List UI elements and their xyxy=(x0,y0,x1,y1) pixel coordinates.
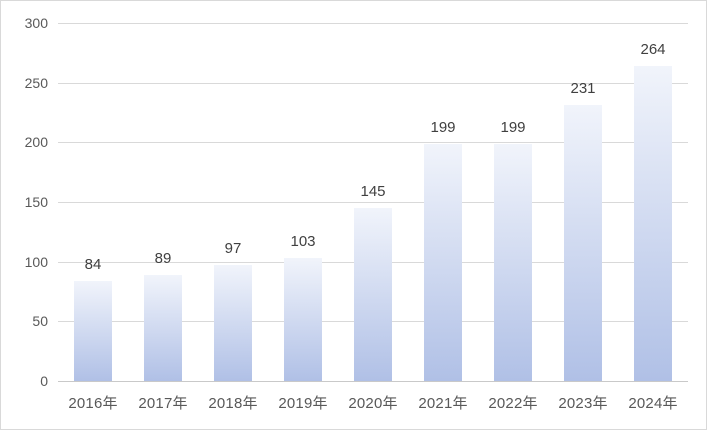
bar-2018 xyxy=(214,265,252,381)
y-axis-tick-label: 0 xyxy=(40,373,48,389)
bar-2016 xyxy=(74,281,112,381)
x-axis-tick-label: 2023年 xyxy=(558,395,608,412)
bar-value-label: 103 xyxy=(290,233,316,250)
x-axis-tick-label: 2016年 xyxy=(68,395,118,412)
bar-value-label: 145 xyxy=(360,183,386,200)
gridline-y300 xyxy=(58,23,688,24)
bar-value-label: 199 xyxy=(500,119,526,136)
x-axis-tick-label: 2019年 xyxy=(278,395,328,412)
y-axis-tick-label: 300 xyxy=(24,15,48,31)
y-axis-tick-label: 150 xyxy=(24,194,48,210)
bar-value-label: 97 xyxy=(224,240,242,257)
y-axis-tick-label: 50 xyxy=(32,313,48,329)
x-axis-tick-label: 2017年 xyxy=(138,395,188,412)
bar-2019 xyxy=(284,258,322,381)
bar-2024 xyxy=(634,66,672,381)
y-axis-tick-label: 250 xyxy=(24,75,48,91)
x-axis-tick-label: 2022年 xyxy=(488,395,538,412)
gridline-y150 xyxy=(58,202,688,203)
y-axis-tick-label: 100 xyxy=(24,254,48,270)
gridline-y200 xyxy=(58,142,688,143)
bar-value-label: 89 xyxy=(154,250,172,267)
bar-2022 xyxy=(494,144,532,381)
bar-2017 xyxy=(144,275,182,381)
x-axis-line xyxy=(58,381,688,382)
bar-value-label: 84 xyxy=(84,256,102,273)
gridline-y250 xyxy=(58,83,688,84)
bar-value-label: 231 xyxy=(570,80,596,97)
bar-2023 xyxy=(564,105,602,381)
x-axis-tick-label: 2024年 xyxy=(628,395,678,412)
bar-2020 xyxy=(354,208,392,381)
x-axis-tick-label: 2020年 xyxy=(348,395,398,412)
bar-value-label: 264 xyxy=(640,41,666,58)
bar-2021 xyxy=(424,144,462,381)
x-axis-tick-label: 2018年 xyxy=(208,395,258,412)
x-axis-tick-label: 2021年 xyxy=(418,395,468,412)
y-axis-tick-label: 200 xyxy=(24,134,48,150)
bar-value-label: 199 xyxy=(430,119,456,136)
